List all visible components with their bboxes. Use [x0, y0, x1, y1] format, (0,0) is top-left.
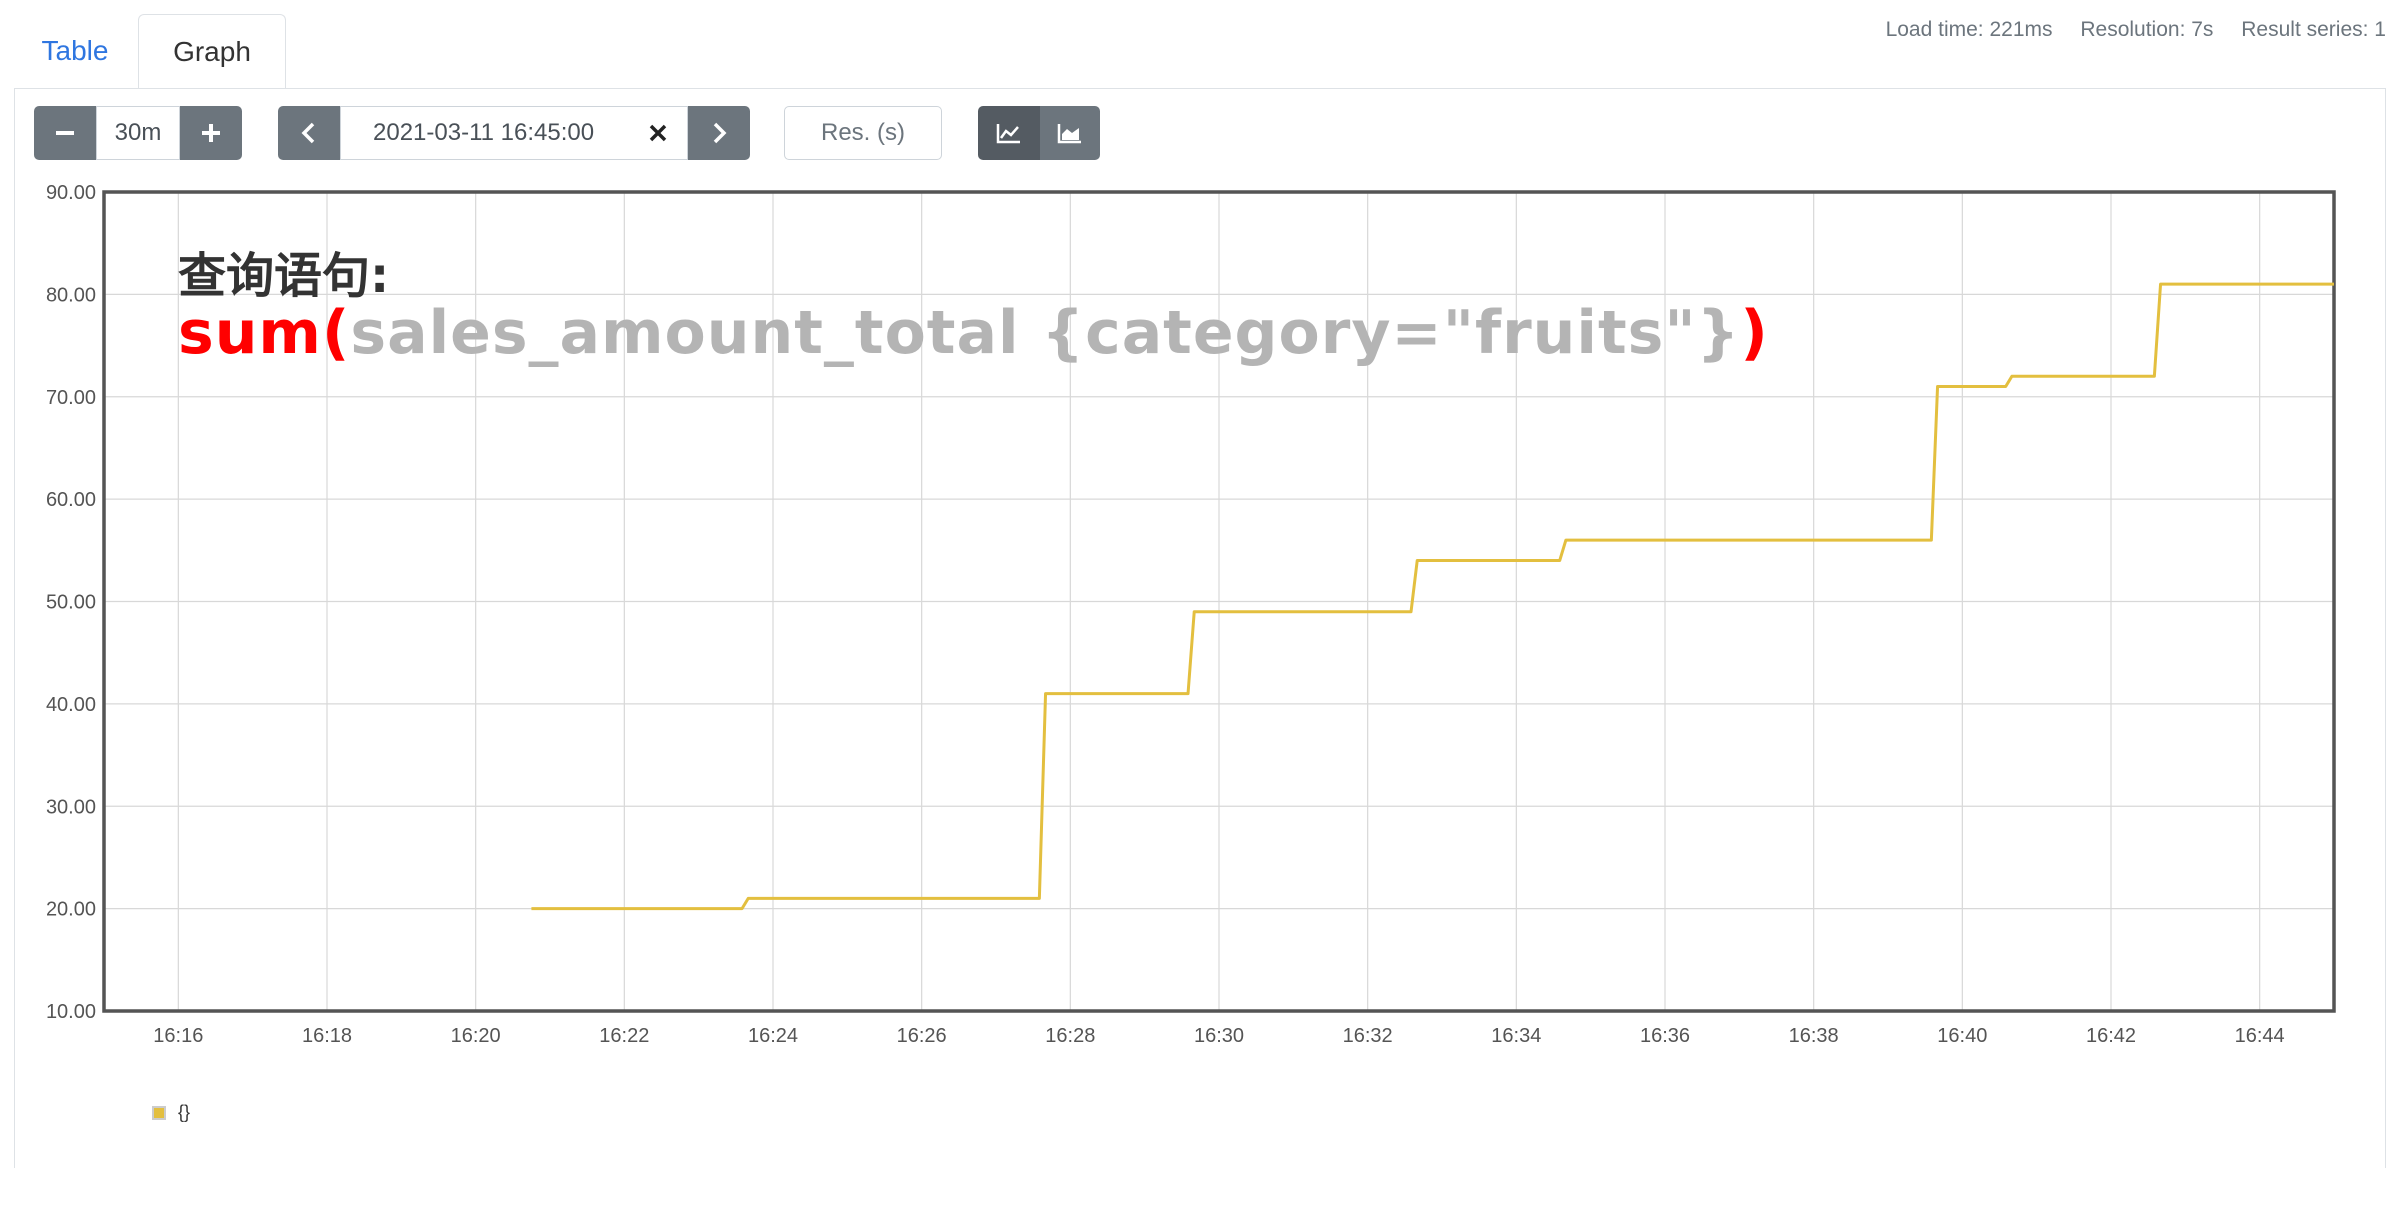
resolution-input[interactable]: Res. (s)	[784, 106, 942, 160]
tab-graph[interactable]: Graph	[138, 14, 286, 89]
range-input[interactable]: 30m	[96, 106, 180, 160]
chevron-right-icon	[713, 122, 727, 144]
stacked-chart-button[interactable]	[1040, 106, 1100, 160]
x-tick-label: 16:40	[1937, 1025, 1987, 1047]
load-time: Load time: 221ms	[1885, 18, 2053, 41]
graph-panel	[14, 88, 2386, 1168]
x-tick-label: 16:32	[1343, 1025, 1393, 1047]
next-time-button[interactable]	[688, 106, 750, 160]
series-line	[531, 282, 2334, 911]
x-tick-label: 16:26	[897, 1025, 947, 1047]
close-icon	[649, 124, 667, 142]
query-expression: sum(sales_amount_total {category="fruits…	[178, 298, 1769, 368]
x-tick-label: 16:24	[748, 1025, 798, 1047]
legend-swatch	[152, 1105, 166, 1120]
end-time-input[interactable]: 2021-03-11 16:45:00	[340, 106, 688, 160]
x-tick-label: 16:34	[1491, 1025, 1541, 1047]
line-chart-button[interactable]	[978, 106, 1040, 160]
y-tick-label: 90.00	[46, 182, 96, 204]
query-caption: 查询语句:	[178, 248, 390, 304]
y-tick-label: 50.00	[46, 592, 96, 614]
plus-icon	[202, 124, 220, 142]
y-tick-label: 40.00	[46, 694, 96, 716]
x-tick-label: 16:18	[302, 1025, 352, 1047]
y-tick-label: 30.00	[46, 796, 96, 818]
previous-time-button[interactable]	[278, 106, 340, 160]
x-tick-label: 16:38	[1789, 1025, 1839, 1047]
x-tick-label: 16:42	[2086, 1025, 2136, 1047]
query-function-open: sum(	[178, 298, 351, 368]
legend-label: {}	[178, 1102, 191, 1122]
y-tick-label: 60.00	[46, 489, 96, 511]
decrease-range-button[interactable]	[34, 106, 96, 160]
increase-range-button[interactable]	[180, 106, 242, 160]
x-tick-label: 16:44	[2235, 1025, 2285, 1047]
tab-table[interactable]: Table	[41, 35, 109, 66]
resolution-stat: Resolution: 7s	[2080, 18, 2214, 41]
y-tick-label: 70.00	[46, 387, 96, 409]
x-tick-label: 16:30	[1194, 1025, 1244, 1047]
y-tick-label: 20.00	[46, 899, 96, 921]
query-stats: Load time: 221ms Resolution: 7s Result s…	[1864, 18, 2386, 42]
chevron-left-icon	[301, 122, 315, 144]
y-tick-label: 80.00	[46, 284, 96, 306]
x-tick-label: 16:20	[451, 1025, 501, 1047]
area-chart-icon	[1057, 124, 1081, 144]
minus-icon	[56, 131, 74, 135]
result-series-stat: Result series: 1	[2241, 18, 2386, 41]
query-metric: sales_amount_total {category="fruits"}	[350, 298, 1741, 368]
x-tick-label: 16:22	[599, 1025, 649, 1047]
line-chart-icon	[996, 124, 1020, 144]
clear-end-time-button[interactable]	[640, 106, 676, 160]
x-tick-label: 16:28	[1045, 1025, 1095, 1047]
plot-frame	[102, 190, 2336, 1013]
y-tick-label: 10.00	[46, 1001, 96, 1023]
query-function-close: )	[1740, 298, 1769, 368]
chart-legend[interactable]: {}	[152, 1102, 190, 1123]
x-tick-label: 16:16	[153, 1025, 203, 1047]
x-tick-label: 16:36	[1640, 1025, 1690, 1047]
